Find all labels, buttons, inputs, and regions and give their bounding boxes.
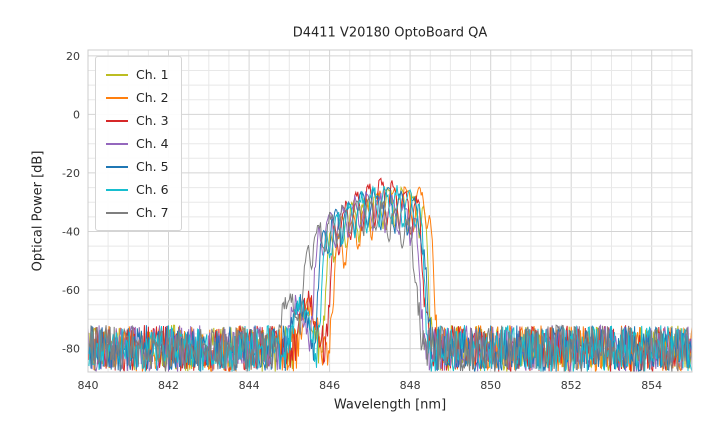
x-tick-label: 852 (561, 379, 582, 392)
legend: Ch. 1 Ch. 2 Ch. 3 Ch. 4 Ch. 5 Ch. 6 Ch. 7 (95, 56, 182, 231)
legend-label: Ch. 2 (136, 90, 169, 105)
y-tick-label: 0 (73, 108, 80, 121)
legend-item: Ch. 5 (106, 155, 169, 178)
legend-item: Ch. 6 (106, 178, 169, 201)
y-tick-label: 20 (66, 50, 80, 63)
x-tick-label: 840 (78, 379, 99, 392)
x-tick-label: 848 (400, 379, 421, 392)
x-tick-label: 844 (239, 379, 260, 392)
x-axis-label: Wavelength [nm] (333, 397, 447, 413)
series-line-ch-6 (87, 185, 693, 373)
legend-label: Ch. 4 (136, 136, 169, 151)
legend-item: Ch. 2 (106, 86, 169, 109)
y-axis-label: Optical Power [dB] (30, 150, 46, 272)
x-tick-label: 842 (158, 379, 179, 392)
legend-label: Ch. 3 (136, 113, 169, 128)
legend-label: Ch. 5 (136, 159, 169, 174)
series-line-ch-7 (87, 195, 693, 373)
legend-label: Ch. 7 (136, 205, 169, 220)
legend-item: Ch. 4 (106, 132, 169, 155)
legend-label: Ch. 6 (136, 182, 169, 197)
legend-label: Ch. 1 (136, 67, 169, 82)
legend-line-swatch (106, 96, 128, 99)
legend-item: Ch. 3 (106, 109, 169, 132)
tick-labels: 840 842 844 846 848 850 852 854 20 0 -20 -40 -60 -80 (62, 50, 662, 392)
legend-item: Ch. 7 (106, 201, 169, 224)
series-lines (87, 177, 693, 374)
y-tick-label: -60 (62, 284, 80, 297)
y-tick-label: -80 (62, 343, 80, 356)
y-tick-label: -40 (62, 226, 80, 239)
grid (87, 50, 693, 372)
legend-line-swatch (106, 119, 128, 122)
x-tick-label: 850 (480, 379, 501, 392)
y-tick-label: -20 (62, 167, 80, 180)
series-line-ch-5 (87, 186, 693, 373)
legend-line-swatch (106, 188, 128, 191)
chart-title: D4411 V20180 OptoBoard QA (292, 25, 488, 41)
x-tick-label: 846 (319, 379, 340, 392)
plot-border (87, 49, 693, 373)
x-tick-label: 854 (641, 379, 662, 392)
legend-line-swatch (106, 142, 128, 145)
legend-line-swatch (106, 211, 128, 214)
legend-line-swatch (106, 73, 128, 76)
legend-item: Ch. 1 (106, 63, 169, 86)
legend-line-swatch (106, 165, 128, 168)
